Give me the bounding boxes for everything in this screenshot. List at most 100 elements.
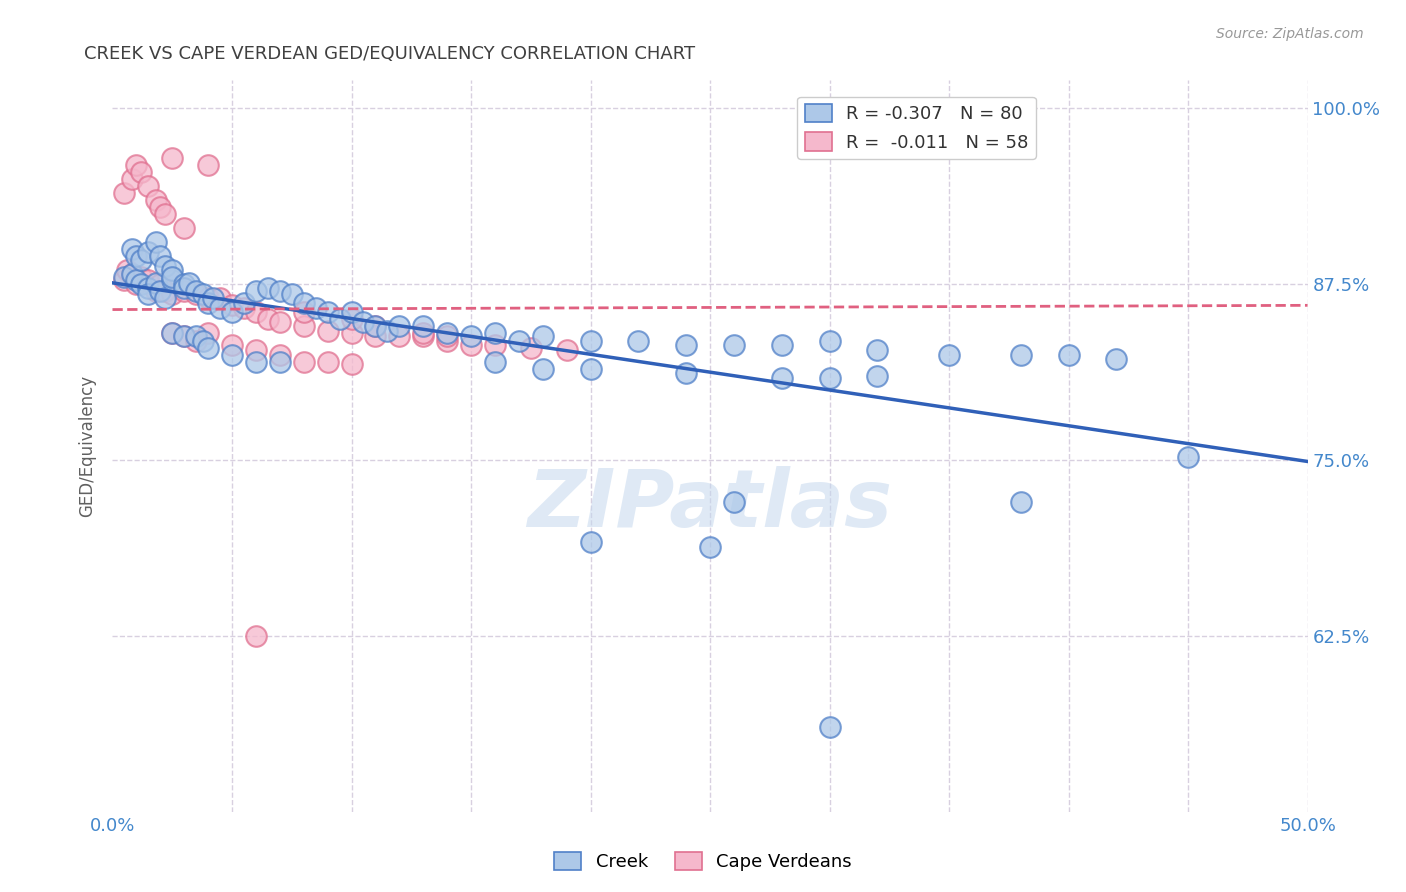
- Point: [197, 158, 219, 172]
- Point: [125, 277, 148, 292]
- Point: [508, 334, 530, 348]
- Point: [162, 273, 183, 287]
- Point: [173, 329, 195, 343]
- Point: [699, 541, 721, 555]
- Point: [269, 315, 291, 329]
- Point: [818, 371, 841, 385]
- Point: [818, 720, 841, 734]
- Point: [186, 334, 208, 348]
- Point: [305, 301, 328, 315]
- Point: [579, 534, 602, 549]
- Point: [245, 629, 267, 643]
- Text: Source: ZipAtlas.com: Source: ZipAtlas.com: [1216, 27, 1364, 41]
- Point: [138, 178, 160, 193]
- Point: [162, 287, 183, 301]
- Point: [329, 312, 352, 326]
- Point: [340, 305, 363, 319]
- Point: [340, 312, 363, 326]
- Point: [114, 270, 135, 285]
- Legend: Creek, Cape Verdeans: Creek, Cape Verdeans: [547, 845, 859, 879]
- Point: [555, 343, 578, 358]
- Point: [233, 295, 256, 310]
- Point: [197, 341, 219, 355]
- Point: [675, 337, 697, 351]
- Point: [145, 193, 167, 207]
- Point: [269, 354, 291, 368]
- Point: [138, 287, 160, 301]
- Point: [197, 291, 219, 305]
- Point: [245, 305, 267, 319]
- Point: [173, 281, 195, 295]
- Point: [162, 326, 183, 341]
- Point: [186, 287, 208, 301]
- Y-axis label: GED/Equivalency: GED/Equivalency: [79, 375, 97, 517]
- Point: [316, 305, 339, 319]
- Point: [145, 276, 167, 290]
- Point: [866, 368, 889, 383]
- Point: [292, 354, 315, 368]
- Point: [388, 329, 411, 343]
- Point: [412, 319, 434, 334]
- Point: [138, 273, 160, 287]
- Point: [193, 287, 215, 301]
- Point: [723, 337, 745, 351]
- Point: [221, 337, 243, 351]
- Point: [221, 348, 243, 362]
- Point: [316, 324, 339, 338]
- Text: ZIPatlas: ZIPatlas: [527, 466, 893, 543]
- Point: [129, 253, 152, 268]
- Point: [245, 354, 267, 368]
- Point: [149, 200, 172, 214]
- Point: [177, 276, 200, 290]
- Point: [1057, 348, 1080, 362]
- Point: [257, 312, 280, 326]
- Point: [364, 329, 387, 343]
- Point: [149, 285, 172, 299]
- Point: [173, 329, 195, 343]
- Point: [281, 287, 304, 301]
- Point: [531, 329, 554, 343]
- Point: [1010, 348, 1032, 362]
- Point: [121, 242, 143, 256]
- Point: [675, 366, 697, 380]
- Point: [340, 358, 363, 372]
- Point: [173, 277, 195, 292]
- Point: [173, 285, 195, 299]
- Point: [436, 326, 458, 341]
- Point: [1105, 351, 1128, 366]
- Point: [138, 281, 160, 295]
- Point: [1177, 450, 1199, 465]
- Legend: R = -0.307   N = 80, R =  -0.011   N = 58: R = -0.307 N = 80, R = -0.011 N = 58: [797, 96, 1036, 159]
- Point: [484, 354, 506, 368]
- Point: [1010, 495, 1032, 509]
- Point: [579, 361, 602, 376]
- Point: [364, 319, 387, 334]
- Point: [114, 273, 135, 287]
- Point: [269, 285, 291, 299]
- Point: [197, 326, 219, 341]
- Point: [292, 319, 315, 334]
- Point: [209, 301, 232, 315]
- Point: [145, 285, 167, 299]
- Point: [149, 277, 172, 292]
- Point: [162, 270, 183, 285]
- Point: [197, 295, 219, 310]
- Point: [193, 334, 215, 348]
- Point: [153, 285, 176, 299]
- Point: [153, 259, 176, 273]
- Point: [340, 326, 363, 341]
- Point: [269, 348, 291, 362]
- Point: [520, 341, 543, 355]
- Point: [153, 291, 176, 305]
- Point: [257, 281, 280, 295]
- Point: [316, 354, 339, 368]
- Point: [209, 291, 232, 305]
- Point: [125, 249, 148, 263]
- Point: [938, 348, 960, 362]
- Point: [436, 334, 458, 348]
- Point: [162, 151, 183, 165]
- Point: [121, 268, 143, 282]
- Point: [866, 343, 889, 358]
- Point: [364, 319, 387, 334]
- Point: [129, 270, 152, 285]
